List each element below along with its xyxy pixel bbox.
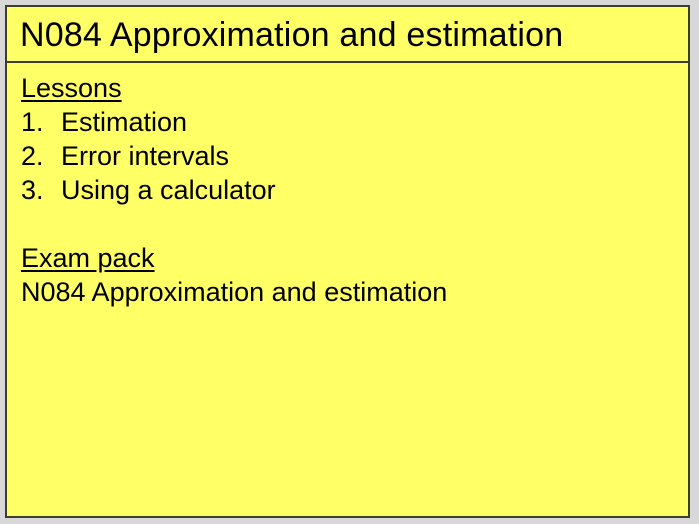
list-item: 2. Error intervals [21, 139, 674, 173]
list-item-label: Using a calculator [61, 175, 276, 205]
lessons-heading: Lessons [21, 73, 122, 103]
page-title: N084 Approximation and estimation [20, 16, 564, 54]
exam-pack-heading: Exam pack [21, 243, 155, 273]
title-bar: N084 Approximation and estimation [7, 7, 688, 63]
list-item-number: 2. [21, 141, 44, 171]
list-item-label: Estimation [61, 107, 188, 137]
list-item: 1. Estimation [21, 105, 674, 139]
list-item-number: 1. [21, 107, 44, 137]
list-item-label: Error intervals [61, 141, 230, 171]
card-content: Lessons 1. Estimation 2. Error intervals… [7, 63, 688, 309]
list-item: 3. Using a calculator [21, 173, 674, 207]
blank-line [21, 207, 674, 241]
resource-card: N084 Approximation and estimation Lesson… [5, 5, 690, 518]
list-item-number: 3. [21, 175, 44, 205]
exam-pack-item: N084 Approximation and estimation [21, 277, 448, 307]
lesson-list: 1. Estimation 2. Error intervals 3. Usin… [21, 105, 674, 207]
